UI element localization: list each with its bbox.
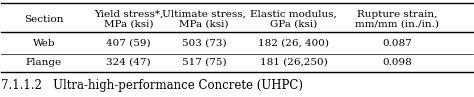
Text: Ultimate stress,
MPa (ksi): Ultimate stress, MPa (ksi) xyxy=(162,10,246,29)
Text: 7.1.1.2   Ultra-high-performance Concrete (UHPC): 7.1.1.2 Ultra-high-performance Concrete … xyxy=(1,79,303,92)
Text: Elastic modulus,
GPa (ksi): Elastic modulus, GPa (ksi) xyxy=(250,10,337,29)
Text: Yield stress*,
MPa (ksi): Yield stress*, MPa (ksi) xyxy=(94,10,163,29)
Text: 517 (75): 517 (75) xyxy=(182,58,226,67)
Text: Web: Web xyxy=(33,39,55,48)
Text: 0.087: 0.087 xyxy=(383,39,412,48)
Text: Rupture strain,
mm/mm (in./in.): Rupture strain, mm/mm (in./in.) xyxy=(355,10,439,29)
Text: Flange: Flange xyxy=(26,58,62,67)
Text: 503 (73): 503 (73) xyxy=(182,39,226,48)
Text: 181 (26,250): 181 (26,250) xyxy=(260,58,328,67)
Text: Section: Section xyxy=(24,15,64,24)
Text: 182 (26, 400): 182 (26, 400) xyxy=(258,39,329,48)
Text: 407 (59): 407 (59) xyxy=(106,39,151,48)
Text: 324 (47): 324 (47) xyxy=(106,58,151,67)
Text: 0.098: 0.098 xyxy=(383,58,412,67)
